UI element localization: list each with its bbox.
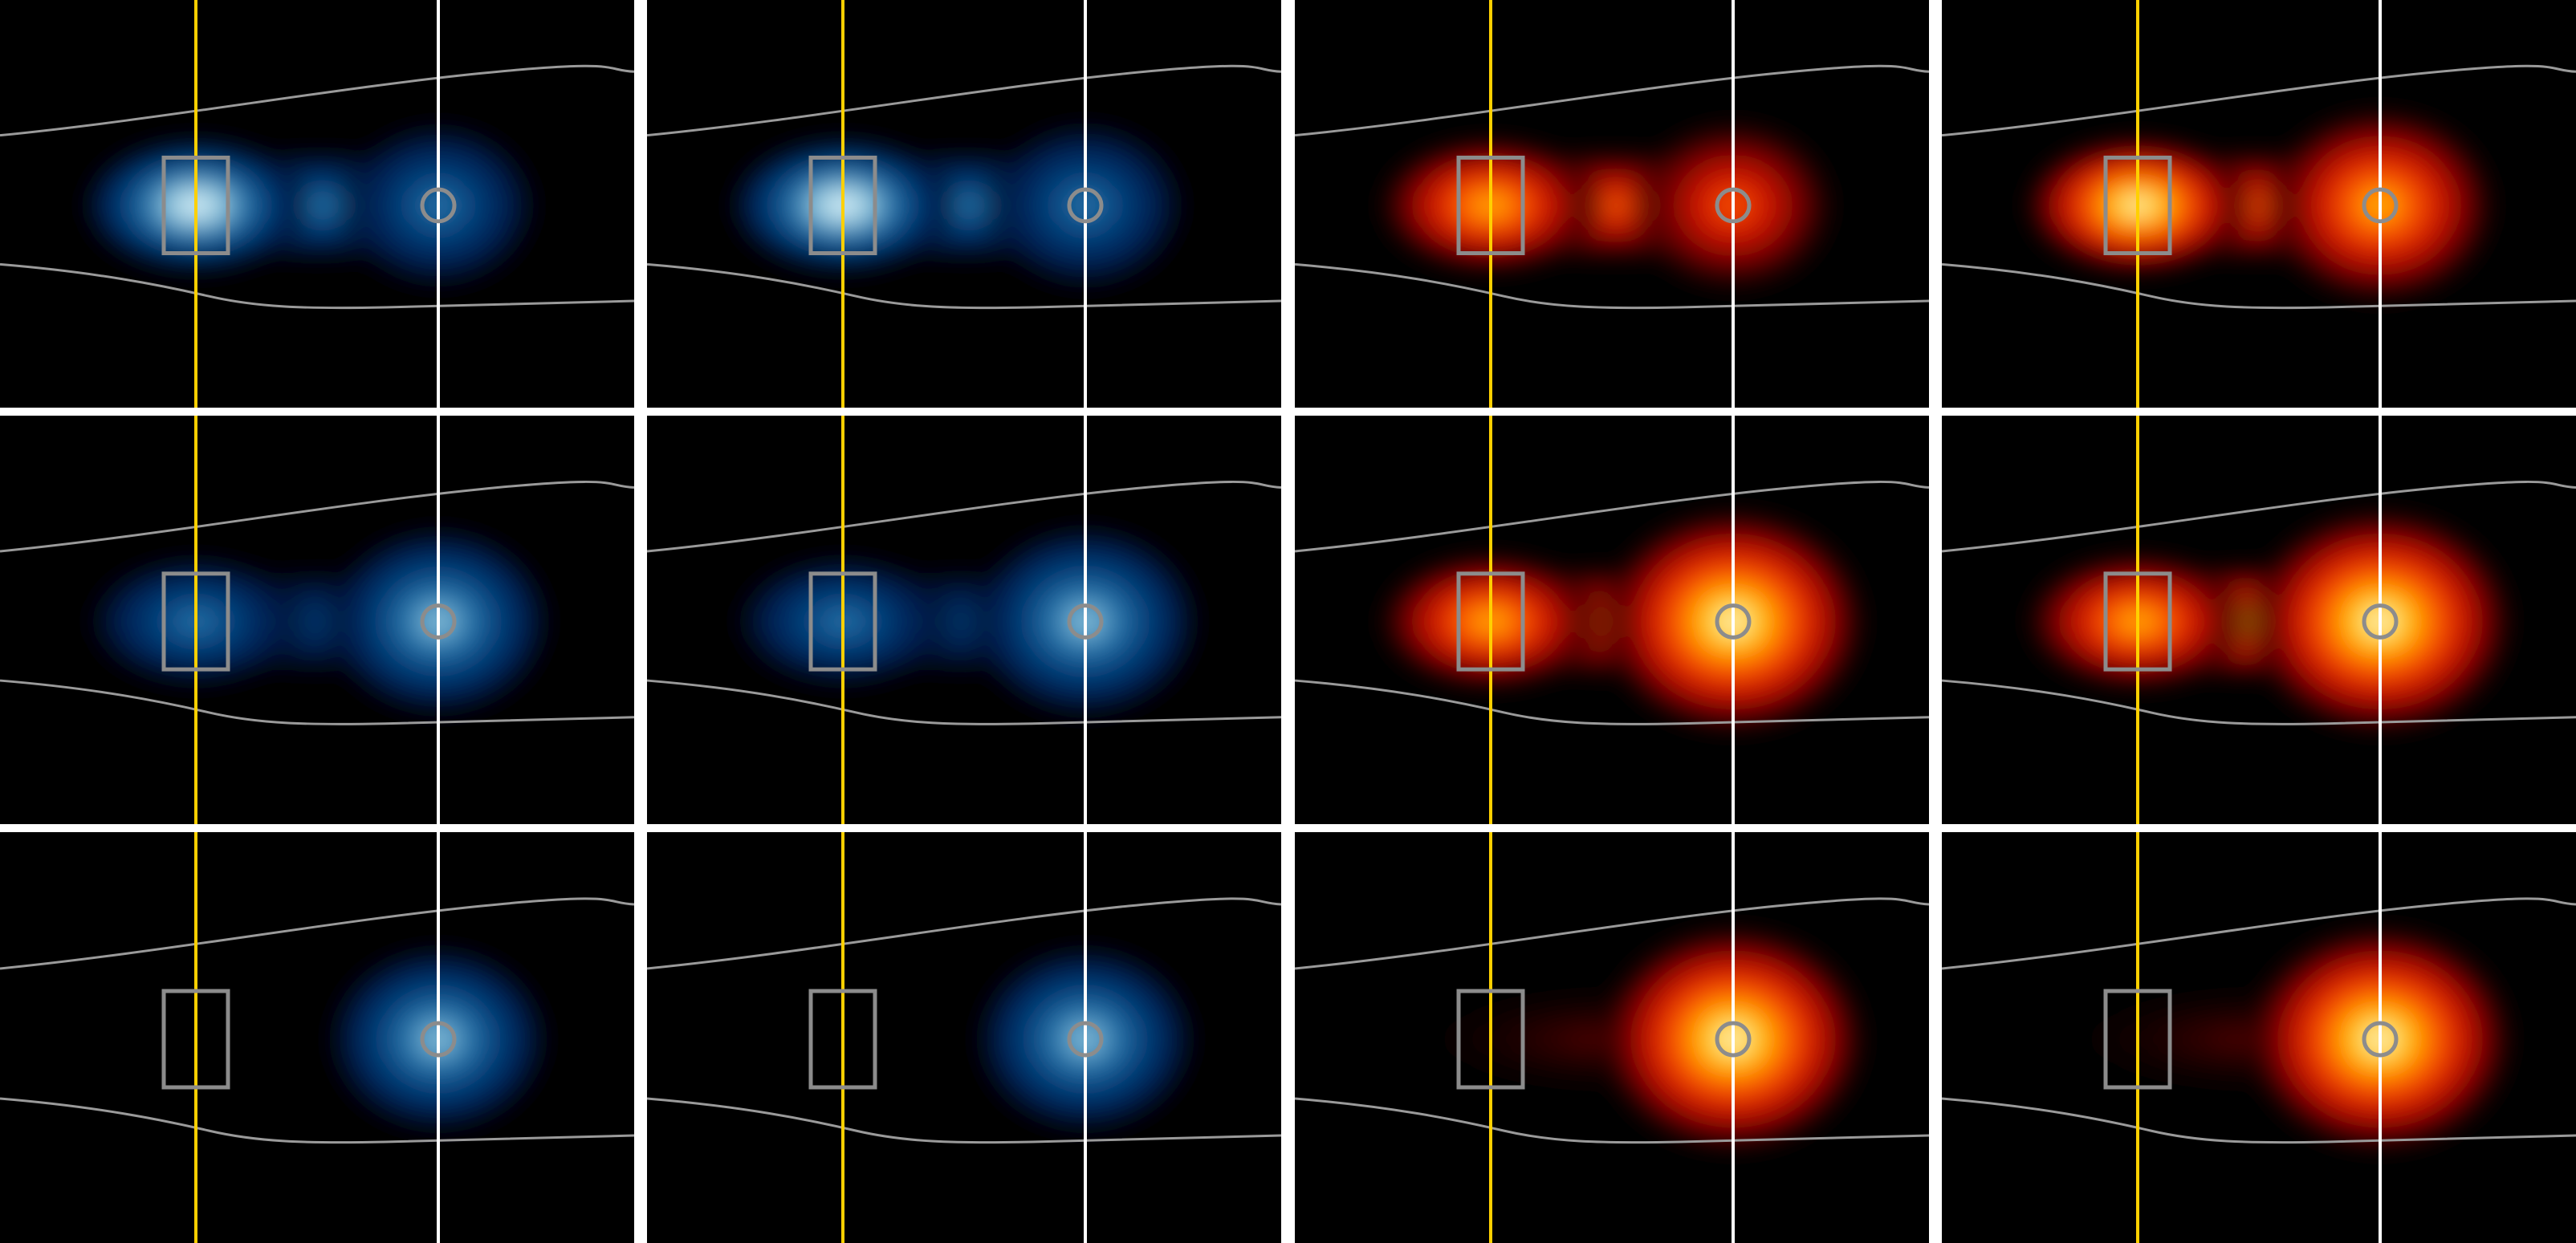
heatmap-canvas — [0, 0, 634, 408]
heatmap-panel — [647, 832, 1281, 1243]
heatmap-canvas — [0, 416, 634, 824]
heatmap-panel — [1942, 0, 2576, 408]
heatmap-canvas — [1295, 416, 1929, 824]
heatmap-panel — [1295, 0, 1929, 408]
heatmap-canvas — [1295, 0, 1929, 408]
heatmap-panel — [0, 832, 634, 1243]
heatmap-panel — [1295, 416, 1929, 824]
heatmap-panel — [1942, 416, 2576, 824]
heatmap-panel — [0, 416, 634, 824]
heatmap-panel — [647, 0, 1281, 408]
heatmap-canvas — [647, 416, 1281, 824]
heatmap-canvas — [1942, 832, 2576, 1243]
heatmap-panel — [0, 0, 634, 408]
heatmap-canvas — [1942, 416, 2576, 824]
heatmap-canvas — [1942, 0, 2576, 408]
heatmap-canvas — [647, 832, 1281, 1243]
heatmap-panel — [647, 416, 1281, 824]
heatmap-panel — [1295, 832, 1929, 1243]
heatmap-canvas — [0, 832, 634, 1243]
heatmap-canvas — [1295, 832, 1929, 1243]
heatmap-canvas — [647, 0, 1281, 408]
heatmap-panel — [1942, 832, 2576, 1243]
